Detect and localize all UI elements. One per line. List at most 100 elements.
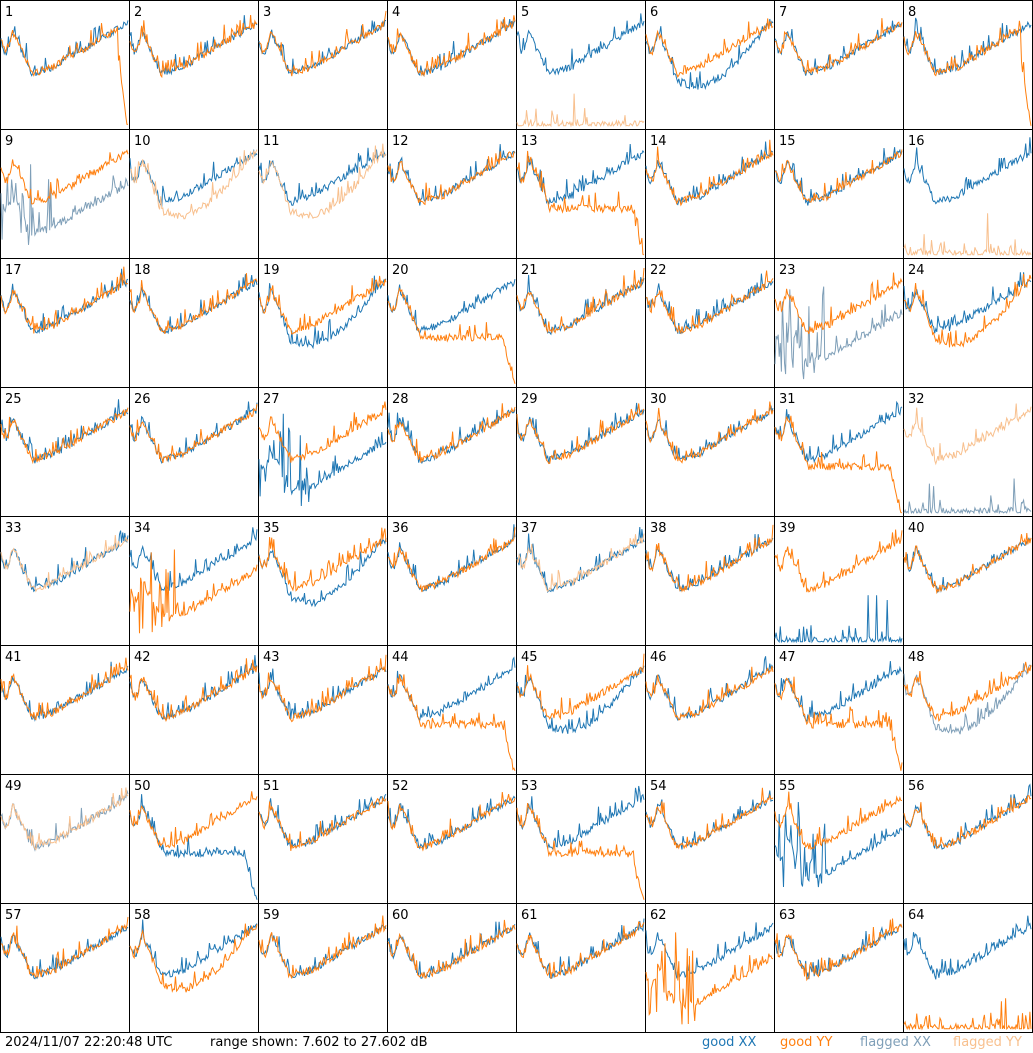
series-xx-line [903, 478, 1032, 515]
panel-label: 44 [392, 650, 409, 665]
series-xx-line [258, 793, 387, 849]
panel-label: 29 [521, 392, 538, 407]
series-yy-line [516, 150, 645, 256]
spectrum-panel-26: 26 [129, 387, 259, 517]
panel-label: 53 [521, 779, 538, 794]
panel-label: 27 [263, 392, 280, 407]
series-yy-line [645, 139, 774, 207]
series-yy-line [516, 403, 645, 465]
panel-label: 61 [521, 908, 538, 923]
series-xx-line [129, 148, 258, 207]
series-yy-line [0, 787, 129, 851]
series-xx-line [258, 666, 387, 720]
series-yy-line [258, 796, 387, 851]
spectrum-panel-8: 8 [903, 0, 1033, 130]
panel-label: 31 [779, 392, 796, 407]
panel-label: 24 [908, 263, 925, 278]
legend-good-xx: good XX [702, 1035, 757, 1050]
series-yy-line [387, 287, 516, 384]
series-xx-line [387, 524, 516, 592]
spectrum-panel-56: 56 [903, 774, 1033, 904]
spectrum-panel-31: 31 [774, 387, 904, 517]
spectrum-panel-42: 42 [129, 645, 259, 775]
legend-flagged-xx: flagged XX [860, 1035, 931, 1050]
series-xx-line [903, 915, 1032, 980]
spectrum-panel-43: 43 [258, 645, 388, 775]
series-yy-line [774, 918, 903, 982]
series-yy-line [387, 919, 516, 979]
panel-label: 57 [5, 908, 22, 923]
spectrum-panel-59: 59 [258, 903, 388, 1033]
series-yy-line [516, 93, 645, 128]
spectrum-panel-41: 41 [0, 645, 130, 775]
series-yy-line [387, 792, 516, 852]
series-xx-line [129, 274, 258, 335]
spectrum-panel-29: 29 [516, 387, 646, 517]
series-yy-line [0, 407, 129, 465]
panel-label: 20 [392, 263, 409, 278]
series-yy-line [516, 653, 645, 721]
series-yy-line [0, 657, 129, 721]
series-xx-line [645, 273, 774, 334]
spectrum-panel-46: 46 [645, 645, 775, 775]
spectrum-panel-49: 49 [0, 774, 130, 904]
series-yy-line [129, 273, 258, 334]
series-yy-line [258, 143, 387, 220]
spectrum-panel-47: 47 [774, 645, 904, 775]
spectrum-panel-13: 13 [516, 129, 646, 259]
panel-label: 15 [779, 134, 796, 149]
panel-label: 26 [134, 392, 151, 407]
series-xx-line [903, 137, 1032, 205]
series-xx-line [129, 15, 258, 76]
series-yy-line [1, 916, 129, 979]
series-yy-line [0, 149, 129, 205]
series-yy-line [258, 401, 387, 463]
spectrum-panel-27: 27 [258, 387, 388, 517]
series-yy-line [258, 10, 387, 77]
panel-label: 58 [134, 908, 151, 923]
spectrum-panel-38: 38 [645, 516, 775, 646]
spectrum-panel-14: 14 [645, 129, 775, 259]
panel-label: 12 [392, 134, 409, 149]
spectrum-panel-57: 57 [0, 903, 130, 1033]
series-yy-line [387, 674, 516, 771]
panel-label: 64 [908, 908, 925, 923]
series-yy-line [645, 787, 774, 850]
spectrum-panel-44: 44 [387, 645, 517, 775]
series-xx-line [0, 399, 129, 464]
panel-label: 25 [5, 392, 22, 407]
panel-label: 11 [263, 134, 280, 149]
spectrum-panel-9: 9 [0, 129, 130, 259]
spectrum-panel-5: 5 [516, 0, 646, 130]
legend-flagged-yy: flagged YY [953, 1035, 1022, 1050]
series-yy-line [903, 532, 1032, 595]
panel-label: 19 [263, 263, 280, 278]
series-yy-line [0, 266, 129, 334]
series-xx-line [516, 665, 645, 734]
panel-label: 2 [134, 5, 142, 20]
panel-label: 40 [908, 521, 925, 536]
panel-label: 39 [779, 521, 796, 536]
spectrum-panel-24: 24 [903, 258, 1033, 388]
spectrum-panel-40: 40 [903, 516, 1033, 646]
series-xx-line [129, 794, 258, 900]
panel-frame [129, 0, 259, 130]
series-xx-line [645, 922, 774, 979]
series-yy-line [129, 658, 258, 723]
series-yy-line [903, 998, 1032, 1031]
series-yy-line [903, 403, 1032, 466]
series-xx-line [774, 661, 903, 723]
series-yy-line [129, 404, 258, 464]
series-yy-line [516, 802, 645, 900]
spectrum-panel-48: 48 [903, 645, 1033, 775]
series-yy-line [774, 18, 903, 75]
spectrum-panel-63: 63 [774, 903, 904, 1033]
spectrum-panel-17: 17 [0, 258, 130, 388]
series-yy-line [645, 401, 774, 464]
spectrum-panel-54: 54 [645, 774, 775, 904]
panel-label: 13 [521, 134, 538, 149]
series-xx-line [903, 663, 1032, 735]
series-xx-line [387, 921, 516, 979]
series-yy-line [645, 18, 774, 79]
